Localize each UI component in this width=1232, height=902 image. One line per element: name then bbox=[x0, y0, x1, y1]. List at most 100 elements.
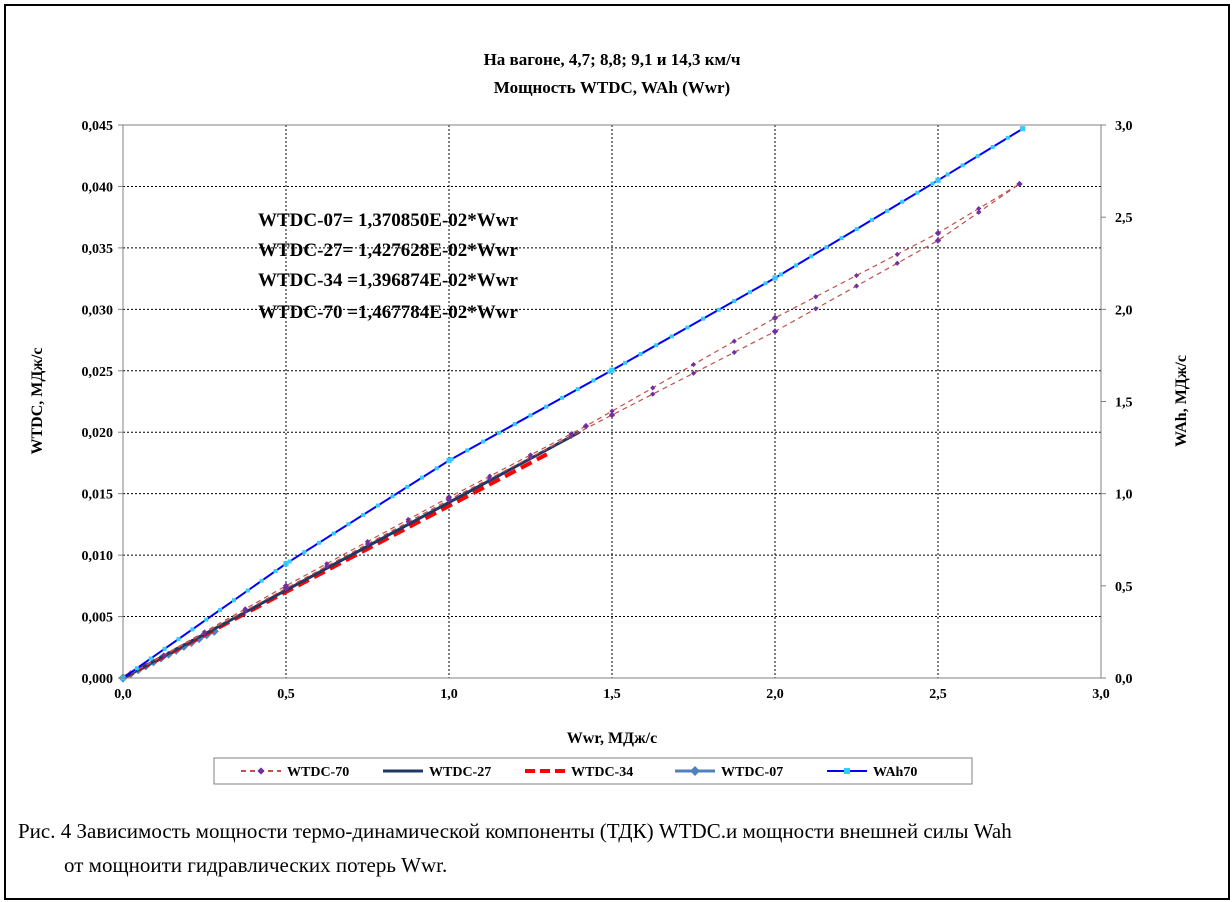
y-tick-label: 0,020 bbox=[82, 426, 114, 441]
data-point bbox=[809, 254, 814, 259]
legend-marker bbox=[690, 766, 700, 776]
data-point bbox=[701, 316, 706, 321]
data-point bbox=[894, 260, 900, 266]
data-point bbox=[915, 190, 920, 195]
data-point bbox=[204, 617, 209, 622]
data-point bbox=[231, 598, 236, 603]
caption-line-1: Рис. 4 Зависимость мощности термо-динами… bbox=[18, 819, 1012, 843]
data-point bbox=[282, 585, 290, 592]
data-point bbox=[609, 408, 615, 414]
data-point bbox=[669, 334, 674, 339]
data-point bbox=[364, 541, 371, 547]
data-point bbox=[405, 519, 411, 525]
data-point bbox=[283, 561, 289, 567]
y2-tick-label: 1,0 bbox=[1115, 488, 1133, 503]
equation-wtdc-34: WTDC-34 =1,396874E-02*Wwr bbox=[258, 270, 518, 291]
data-point bbox=[465, 448, 470, 453]
data-point bbox=[568, 433, 574, 439]
x-tick-label: 1,5 bbox=[603, 687, 621, 702]
data-point bbox=[934, 237, 942, 244]
data-point bbox=[935, 177, 941, 183]
legend-item-wtdc-27: WTDC-27 bbox=[383, 765, 491, 780]
y2-tick-label: 2,5 bbox=[1115, 211, 1133, 226]
chart: На вагоне, 4,7; 8,8; 9,1 и 14,3 км/ч Мощ… bbox=[29, 50, 1190, 785]
y-tick-label: 0,040 bbox=[82, 180, 114, 195]
data-point bbox=[1005, 135, 1010, 140]
data-point bbox=[976, 205, 982, 212]
data-point bbox=[287, 559, 292, 564]
x-tick-label: 0,0 bbox=[114, 687, 132, 702]
legend-label: WTDC-07 bbox=[721, 765, 783, 780]
data-point bbox=[654, 343, 659, 348]
data-point bbox=[772, 275, 778, 281]
y2-tick-label: 0,5 bbox=[1115, 580, 1133, 595]
data-point bbox=[346, 522, 351, 527]
data-point bbox=[209, 626, 219, 636]
data-point bbox=[960, 163, 965, 168]
data-point bbox=[560, 395, 565, 400]
data-point bbox=[813, 294, 819, 300]
data-point bbox=[607, 369, 612, 374]
data-point bbox=[976, 209, 982, 215]
y-tick-label: 0,000 bbox=[82, 672, 114, 687]
data-point bbox=[839, 236, 844, 241]
y-tick-label: 0,025 bbox=[82, 365, 114, 380]
y2-tick-label: 2,0 bbox=[1115, 303, 1133, 318]
data-point bbox=[273, 569, 278, 574]
data-point bbox=[190, 627, 195, 632]
x-tick-label: 1,0 bbox=[440, 687, 458, 702]
data-point bbox=[434, 466, 439, 471]
data-point bbox=[527, 454, 534, 461]
data-point bbox=[148, 656, 153, 661]
y2-tick-label: 1,5 bbox=[1115, 396, 1133, 411]
figure-caption: Рис. 4 Зависимость мощности термо-динами… bbox=[18, 814, 1223, 882]
chart-title-line-2: Мощность WTDC, WAh (Wwr) bbox=[494, 78, 730, 97]
data-point bbox=[934, 229, 942, 237]
caption-line-2: от мощноити гидравлических потерь Wwr. bbox=[64, 853, 448, 877]
data-point bbox=[794, 263, 799, 268]
data-point bbox=[375, 503, 380, 508]
data-point bbox=[690, 361, 697, 368]
data-point bbox=[487, 476, 493, 482]
data-point bbox=[945, 172, 950, 177]
data-point bbox=[622, 360, 627, 365]
data-point bbox=[690, 370, 697, 376]
data-point bbox=[885, 208, 890, 213]
data-point bbox=[582, 422, 590, 430]
data-point bbox=[771, 328, 779, 335]
data-point bbox=[763, 281, 768, 286]
data-point bbox=[201, 630, 208, 636]
data-point bbox=[419, 475, 424, 480]
data-point bbox=[331, 531, 336, 536]
x-tick-label: 2,5 bbox=[929, 687, 947, 702]
data-point bbox=[1020, 126, 1026, 132]
data-point bbox=[650, 385, 656, 391]
data-point bbox=[134, 666, 139, 671]
data-point bbox=[512, 422, 517, 427]
data-point bbox=[813, 306, 819, 312]
equation-wtdc-07: WTDC-07= 1,370850E-02*Wwr bbox=[258, 210, 518, 231]
data-point bbox=[496, 430, 501, 435]
legend-label: WTDC-70 bbox=[287, 765, 349, 780]
data-point bbox=[894, 251, 900, 257]
data-point bbox=[446, 457, 452, 464]
data-point bbox=[869, 217, 874, 222]
equation-wtdc-70: WTDC-70 =1,467784E-02*Wwr bbox=[258, 302, 518, 323]
data-point bbox=[390, 494, 395, 499]
legend-item-wah70: WAh70 bbox=[827, 765, 917, 780]
data-point bbox=[176, 637, 181, 642]
legend-marker bbox=[257, 767, 265, 775]
data-point bbox=[218, 607, 223, 612]
data-point bbox=[731, 338, 737, 344]
data-point bbox=[245, 588, 250, 593]
data-point bbox=[824, 245, 829, 250]
legend-item-wtdc-34: WTDC-34 bbox=[525, 765, 633, 780]
data-point bbox=[716, 307, 721, 312]
equation-wtdc-27: WTDC-27= 1,427628E-02*Wwr bbox=[258, 240, 518, 261]
data-point bbox=[528, 413, 533, 418]
y-tick-label: 0,010 bbox=[82, 549, 114, 564]
y2-tick-label: 3,0 bbox=[1115, 119, 1133, 134]
series-wah70 bbox=[120, 126, 1026, 681]
y2-tick-label: 0,0 bbox=[1115, 672, 1133, 687]
chart-title-line-1: На вагоне, 4,7; 8,8; 9,1 и 14,3 км/ч bbox=[484, 50, 741, 69]
